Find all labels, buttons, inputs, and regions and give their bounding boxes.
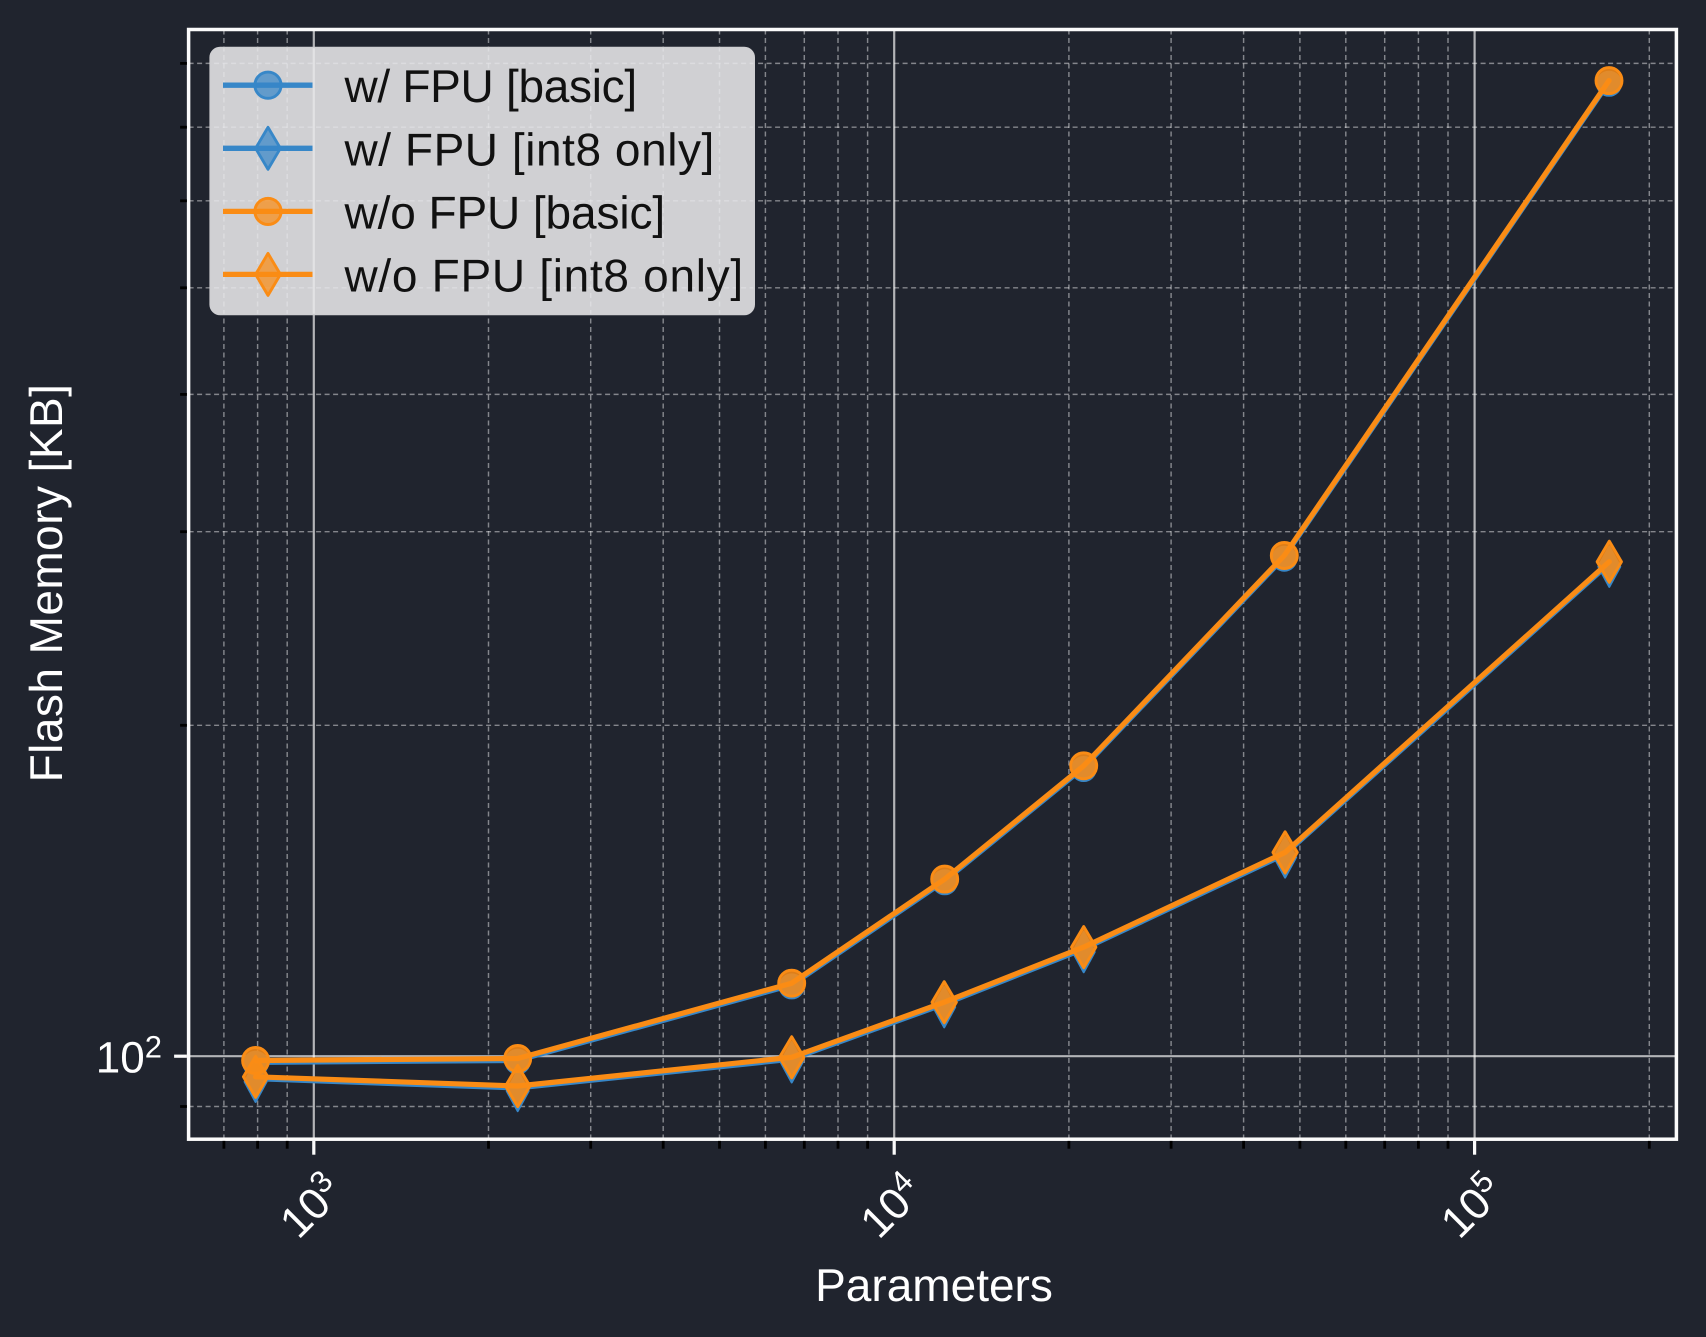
- svg-text:w/ FPU [basic]: w/ FPU [basic]: [344, 60, 637, 112]
- svg-text:w/ FPU [int8 only]: w/ FPU [int8 only]: [344, 123, 715, 175]
- svg-text:Flash Memory [KB]: Flash Memory [KB]: [20, 384, 72, 783]
- svg-text:w/o FPU [int8 only]: w/o FPU [int8 only]: [344, 249, 744, 301]
- svg-text:Parameters: Parameters: [815, 1259, 1053, 1311]
- svg-text:w/o FPU [basic]: w/o FPU [basic]: [344, 186, 666, 238]
